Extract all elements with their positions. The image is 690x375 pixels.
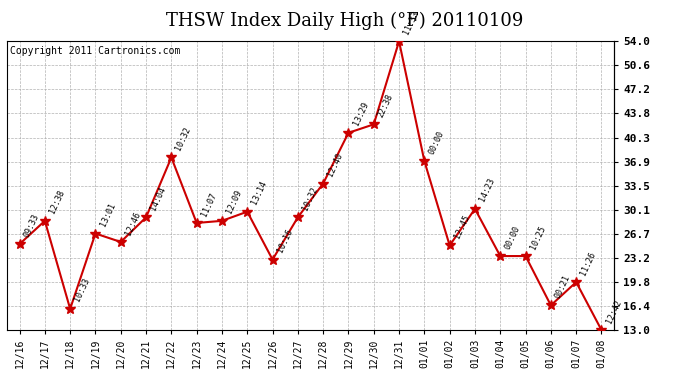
Text: 09:33: 09:33 [22,212,41,238]
Text: 13:29: 13:29 [351,101,370,127]
Text: 12:45: 12:45 [453,213,471,240]
Text: 22:38: 22:38 [377,92,395,119]
Text: 11:26: 11:26 [579,250,598,276]
Text: THSW Index Daily High (°F) 20110109: THSW Index Daily High (°F) 20110109 [166,11,524,30]
Text: 14:04: 14:04 [149,185,168,212]
Text: 13:14: 13:14 [250,180,268,206]
Text: 11:33: 11:33 [402,9,420,36]
Text: 10:32: 10:32 [301,185,319,212]
Text: 00:00: 00:00 [503,224,522,251]
Text: Copyright 2011 Cartronics.com: Copyright 2011 Cartronics.com [10,46,180,56]
Text: 12:42: 12:42 [604,298,623,324]
Text: 11:07: 11:07 [199,191,218,217]
Text: 12:46: 12:46 [124,210,142,236]
Text: 12:40: 12:40 [326,152,344,178]
Text: 10:32: 10:32 [174,125,193,152]
Text: 10:25: 10:25 [529,224,547,251]
Text: 12:09: 12:09 [225,189,244,215]
Text: 10:33: 10:33 [73,277,92,303]
Text: 14:23: 14:23 [477,177,496,203]
Text: 00:21: 00:21 [553,273,572,300]
Text: 00:00: 00:00 [427,129,446,155]
Text: 10:16: 10:16 [275,228,294,254]
Text: 12:38: 12:38 [48,189,66,215]
Text: 13:01: 13:01 [98,201,117,228]
